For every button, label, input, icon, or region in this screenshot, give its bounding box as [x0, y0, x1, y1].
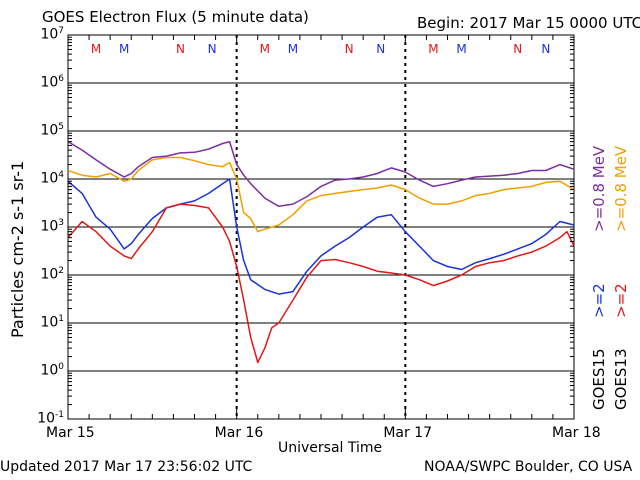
begin-date: Begin: 2017 Mar 15 0000 UTC	[417, 14, 640, 32]
annotation-m-1: M	[119, 42, 129, 56]
credit-text: NOAA/SWPC Boulder, CO USA	[424, 459, 633, 475]
annotation-m-0: M	[91, 42, 101, 56]
annotation-n-6: N	[345, 42, 354, 56]
annotation-n-10: N	[513, 42, 522, 56]
series-line-3	[67, 203, 575, 364]
x-tick-label: Mar 17	[383, 425, 433, 441]
y-tick-label: 103	[40, 218, 64, 235]
y-tick-label: 105	[40, 122, 64, 139]
series-line-1	[67, 156, 575, 233]
legend-goes13-08: >=0.8 MeV	[612, 145, 630, 232]
series-line-2	[67, 178, 575, 295]
y-tick-label: 107	[40, 26, 64, 43]
annotation-n-2: N	[176, 42, 185, 56]
y-tick-label: 101	[40, 314, 64, 331]
x-tick-label: Mar 15	[46, 425, 95, 441]
y-axis-label: Particles cm-2 s-1 sr-1	[8, 160, 27, 338]
legend-goes15: GOES15	[590, 348, 608, 410]
legend-goes13: GOES13	[612, 348, 630, 410]
y-tick-label: 102	[40, 266, 64, 283]
annotation-m-4: M	[260, 42, 270, 56]
annotation-n-3: N	[208, 42, 217, 56]
annotation-n-7: N	[376, 42, 385, 56]
y-tick-label: 104	[40, 170, 64, 187]
x-tick-label: Mar 18	[552, 425, 601, 441]
axis-ticks	[67, 35, 575, 420]
y-tick-label: 100	[40, 362, 64, 379]
x-axis-label: Universal Time	[278, 440, 383, 456]
legend-goes15-08: >=0.8 MeV	[590, 145, 608, 232]
updated-timestamp: Updated 2017 Mar 17 23:56:02 UTC	[0, 459, 253, 475]
series-lines	[67, 140, 575, 364]
y-tick-label: 10-1	[37, 410, 64, 427]
y-tick-label: 106	[40, 74, 64, 91]
annotation-m-9: M	[456, 42, 466, 56]
annotation-m-5: M	[288, 42, 298, 56]
annotation-m-8: M	[428, 42, 438, 56]
legend-goes13-2: >=2	[612, 283, 630, 318]
series-line-0	[67, 140, 575, 208]
legend-goes15-2: >=2	[590, 283, 608, 318]
chart-title: GOES Electron Flux (5 minute data)	[42, 8, 309, 26]
x-tick-label: Mar 16	[214, 425, 264, 441]
annotation-n-11: N	[541, 42, 550, 56]
